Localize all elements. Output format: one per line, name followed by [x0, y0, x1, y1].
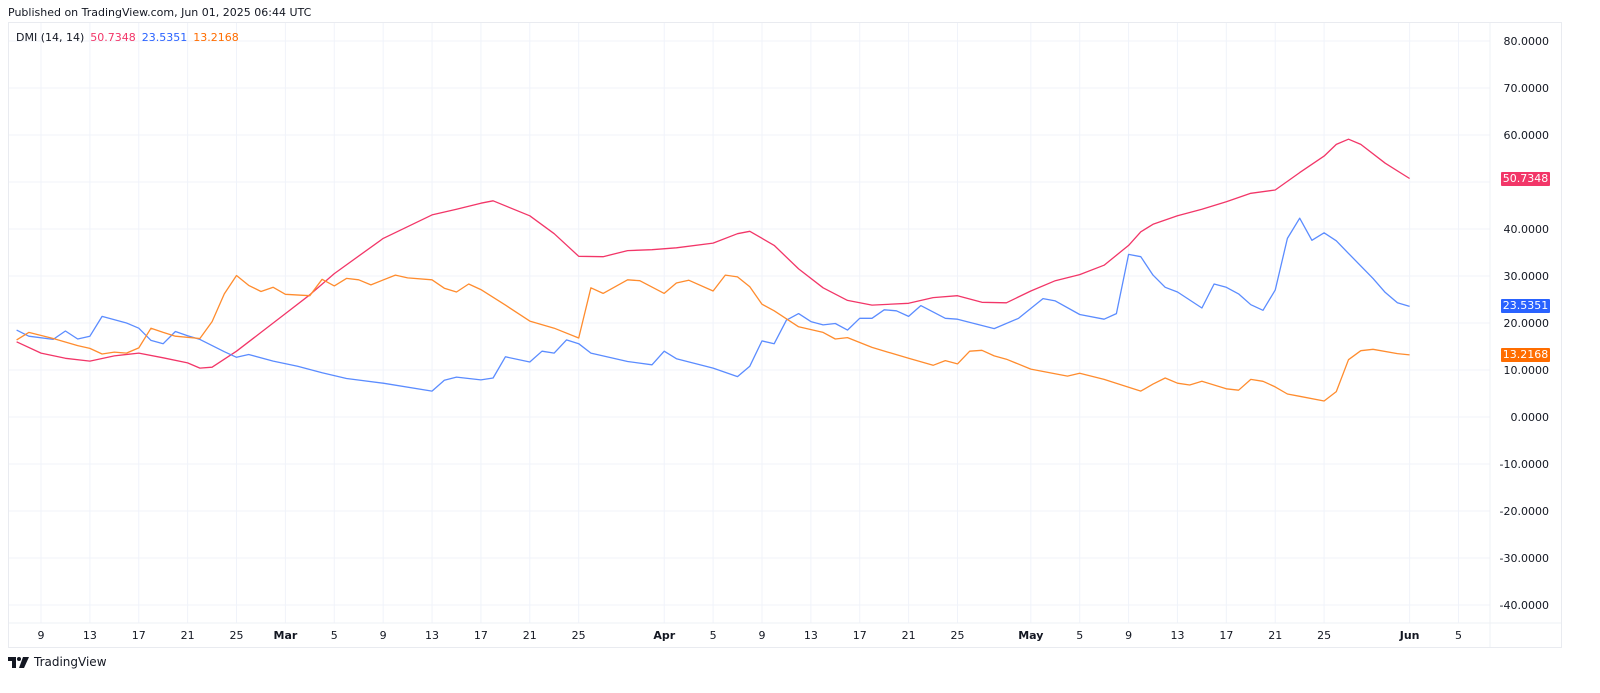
price-scale-label: 80.0000	[1504, 35, 1550, 48]
time-axis-label: 17	[853, 629, 867, 642]
time-axis-label: 25	[1317, 629, 1331, 642]
time-axis-label: 5	[331, 629, 338, 642]
chart-pane[interactable]	[8, 22, 1562, 648]
price-scale-label: -40.0000	[1500, 599, 1549, 612]
time-axis-label: 17	[132, 629, 146, 642]
price-scale-label: -20.0000	[1500, 505, 1549, 518]
time-axis-label: 5	[1455, 629, 1462, 642]
time-axis-label: Jun	[1399, 629, 1420, 642]
price-scale-label: 40.0000	[1504, 223, 1550, 236]
adx-line[interactable]	[16, 138, 1410, 369]
adx-price-badge: 50.7348	[1501, 171, 1550, 186]
time-axis-label: 17	[474, 629, 488, 642]
price-scale-label: 30.0000	[1504, 270, 1550, 283]
time-axis-label: 5	[710, 629, 717, 642]
price-scale-label: -30.0000	[1500, 552, 1549, 565]
tradingview-brand[interactable]: TradingView	[8, 655, 107, 669]
adx-value: 50.7348	[90, 31, 136, 44]
time-axis-label: 13	[83, 629, 97, 642]
time-axis-label: 9	[38, 629, 45, 642]
time-axis-label: May	[1018, 629, 1043, 642]
published-caption: Published on TradingView.com, Jun 01, 20…	[8, 6, 312, 19]
price-scale-label: 70.0000	[1504, 82, 1550, 95]
plus-di-line[interactable]	[16, 217, 1410, 392]
time-axis-label: 9	[1125, 629, 1132, 642]
time-axis-label: 21	[181, 629, 195, 642]
price-scale-label: 60.0000	[1504, 129, 1550, 142]
time-axis-label: Apr	[653, 629, 675, 642]
time-axis-label: 25	[230, 629, 244, 642]
time-axis-label: 25	[951, 629, 965, 642]
time-axis-label: 13	[1170, 629, 1184, 642]
price-scale-label: 10.0000	[1504, 364, 1550, 377]
time-axis-label: Mar	[274, 629, 298, 642]
brand-name: TradingView	[34, 655, 107, 669]
time-axis-label: 9	[758, 629, 765, 642]
minus-di-price-badge: 13.2168	[1501, 347, 1550, 362]
plus-di-value: 23.5351	[141, 31, 188, 44]
time-axis-label: 21	[902, 629, 916, 642]
price-scale-label: 0.0000	[1511, 411, 1550, 424]
time-axis-label: 13	[804, 629, 818, 642]
minus-di-value: 13.2168	[193, 31, 239, 44]
time-axis-label: 5	[1076, 629, 1083, 642]
time-axis-label: 9	[380, 629, 387, 642]
time-axis-label: 21	[523, 629, 537, 642]
time-axis-label: 17	[1219, 629, 1233, 642]
indicator-title: DMI (14, 14)	[16, 31, 85, 44]
time-axis-label: 25	[572, 629, 586, 642]
price-scale-label: -10.0000	[1500, 458, 1549, 471]
price-scale-label: 20.0000	[1504, 317, 1550, 330]
tradingview-logo-icon	[8, 656, 29, 668]
indicator-legend[interactable]: DMI (14, 14) 50.7348 23.5351 13.2168	[16, 31, 245, 44]
time-axis-label: 13	[425, 629, 439, 642]
minus-di-line[interactable]	[16, 274, 1410, 402]
plus-di-price-badge: 23.5351	[1501, 299, 1550, 314]
time-axis-label: 21	[1268, 629, 1282, 642]
